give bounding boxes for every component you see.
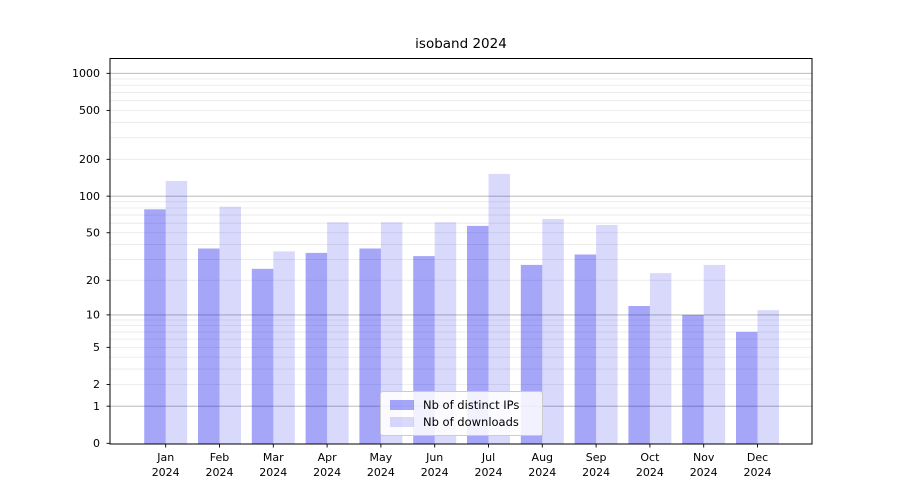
bars [144,173,779,444]
bar-oct-downloads [649,273,672,444]
x-tick-label: May 2024 [367,451,395,479]
bar-sep-distinct-ips [574,254,597,444]
bar-dec-distinct-ips [736,331,758,444]
bar-mar-distinct-ips [251,268,274,444]
bar-jan-distinct-ips [144,209,166,444]
legend: Nb of distinct IPs Nb of downloads [380,391,543,436]
y-tick-label: 500 [79,104,100,117]
x-tick-label: Sep 2024 [582,451,610,479]
bar-may-downloads [380,222,403,444]
bar-mar-downloads [273,251,295,444]
bar-aug-downloads [542,219,564,444]
legend-label-downloads: Nb of downloads [423,415,519,429]
x-tick-label: Feb 2024 [206,451,234,479]
bar-feb-distinct-ips [198,248,220,444]
x-tick-label: Jul 2024 [475,451,503,479]
bar-sep-downloads [596,225,618,444]
chart-title: isoband 2024 [415,36,507,52]
y-tick-label: 20 [86,274,100,287]
x-axis: Jan 2024 Feb 2024 Mar 2024 Apr 2024 May 2024 Jun 20… [152,444,772,479]
y-tick-label: 5 [93,341,100,354]
y-tick-label: 50 [86,226,100,239]
bar-jan-downloads [165,181,188,444]
x-tick-label: Nov 2024 [690,451,718,479]
x-tick-label: Oct 2024 [636,451,664,479]
y-tick-label: 2 [93,378,100,391]
bar-nov-distinct-ips [682,314,704,444]
y-axis: 0 1 2 5 10 20 50 100 200 500 1000 [72,67,110,450]
bar-jun-downloads [434,222,457,444]
y-tick-label: 100 [79,190,100,203]
x-tick-label: Mar 2024 [259,451,287,479]
y-tick-label: 10 [86,309,100,322]
axes-spines [109,58,813,445]
bar-feb-downloads [219,206,241,444]
legend-swatch-distinct-ips [390,400,414,410]
y-tick-label: 1 [93,400,100,413]
bar-jul-downloads [488,173,510,444]
gridlines [110,72,812,407]
y-tick-label: 1000 [72,67,100,80]
y-tick-label: 200 [79,153,100,166]
y-tick-label: 0 [93,437,100,450]
legend-item-downloads: Nb of downloads [390,415,533,429]
x-tick-label: Dec 2024 [744,451,772,479]
x-tick-label: Aug 2024 [528,451,556,479]
bar-dec-downloads [757,310,779,444]
x-tick-label: Jun 2024 [421,451,449,479]
bar-apr-distinct-ips [305,252,328,444]
bar-may-distinct-ips [359,248,381,444]
bar-oct-distinct-ips [628,306,650,444]
legend-swatch-downloads [390,417,414,427]
bar-nov-downloads [703,264,726,444]
legend-item-distinct-ips: Nb of distinct IPs [390,398,533,412]
x-tick-label: Jan 2024 [152,451,180,479]
bar-apr-downloads [327,222,349,444]
bar-jul-distinct-ips [467,225,489,444]
legend-label-distinct-ips: Nb of distinct IPs [423,398,520,412]
x-tick-label: Apr 2024 [313,451,341,479]
